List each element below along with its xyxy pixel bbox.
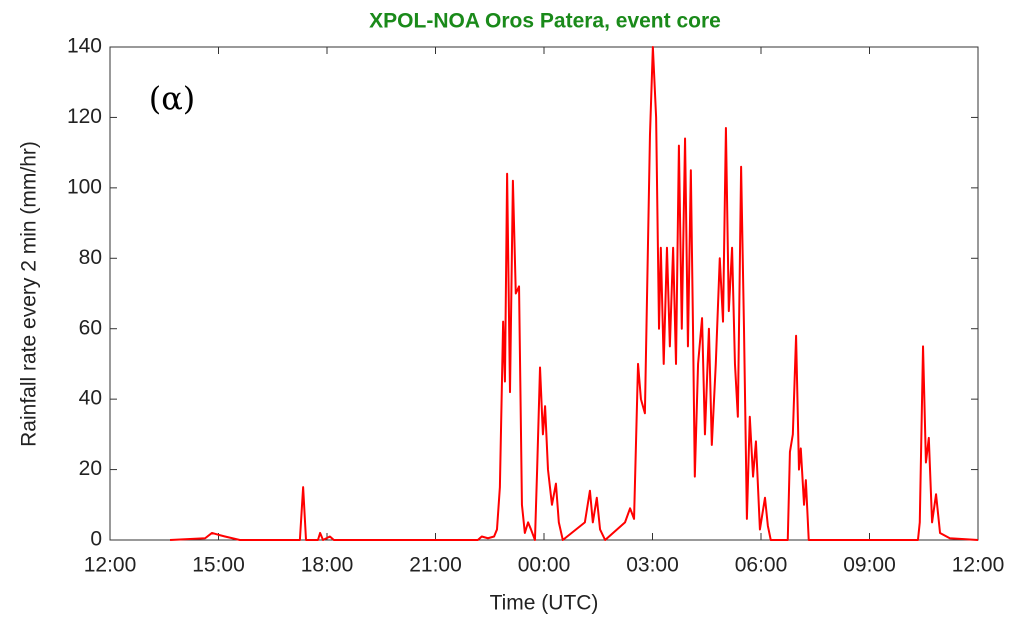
plot-frame (109, 46, 979, 541)
y-tick-label: 100 (67, 175, 102, 198)
chart-title: XPOL-NOA Oros Patera, event core (369, 10, 721, 33)
y-tick-label: 20 (79, 457, 102, 480)
x-tick-label: 15:00 (192, 554, 245, 577)
x-tick-label: 00:00 (518, 554, 571, 577)
x-tick-label: 12:00 (952, 554, 1005, 577)
x-tick-label: 03:00 (626, 554, 679, 577)
x-tick-label: 09:00 (843, 554, 896, 577)
y-tick-label: 140 (67, 35, 102, 58)
x-tick-label: 18:00 (301, 554, 354, 577)
y-axis-label: Rainfall rate every 2 min (mm/hr) (18, 141, 41, 447)
y-tick-label: 40 (79, 387, 102, 410)
y-tick-label: 60 (79, 316, 102, 339)
x-tick-label: 21:00 (409, 554, 462, 577)
x-axis-label: Time (UTC) (490, 592, 599, 615)
y-tick-label: 80 (79, 246, 102, 269)
annotation: (α) (149, 80, 196, 118)
rainfall-line (169, 46, 979, 541)
x-tick-label: 06:00 (735, 554, 788, 577)
y-tick-label: 0 (90, 528, 102, 551)
x-tick-label: 12:00 (84, 554, 137, 577)
y-tick-label: 120 (67, 105, 102, 128)
